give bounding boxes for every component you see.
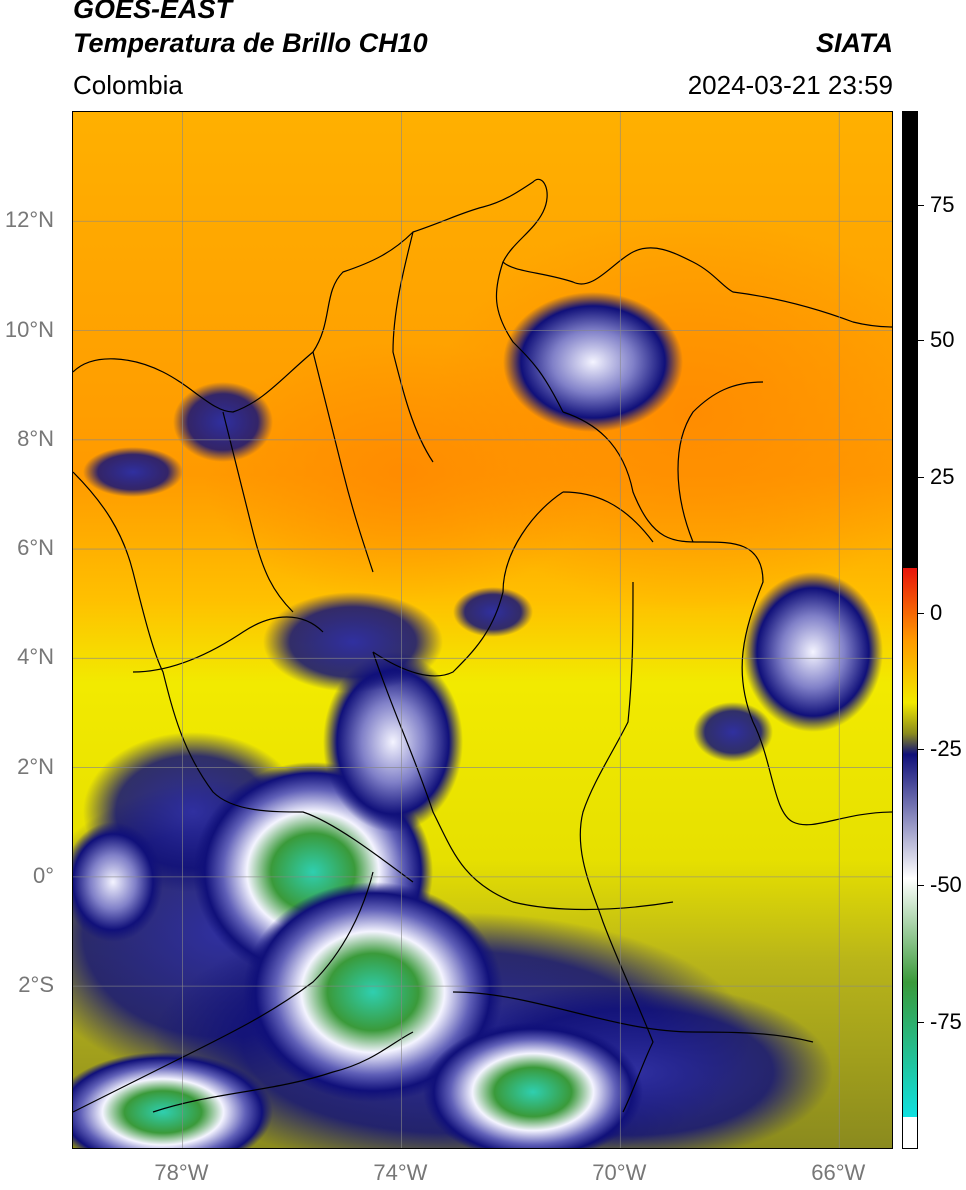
longitude-label: 66°W xyxy=(811,1160,866,1185)
longitude-label: 78°W xyxy=(154,1160,209,1185)
latitude-label: 2°S xyxy=(18,972,54,998)
graticule xyxy=(73,112,892,1148)
organization-label: SIATA xyxy=(816,28,893,58)
title-line2: Temperatura de Brillo CH10 xyxy=(73,28,428,58)
colorbar xyxy=(902,111,918,1149)
warm-region xyxy=(203,342,603,602)
colorbar-tick xyxy=(918,340,924,342)
cloud-systems xyxy=(73,292,883,1148)
latitude-label: 0° xyxy=(32,862,54,888)
colorbar-tick xyxy=(918,885,924,887)
colorbar-tick xyxy=(918,205,924,207)
title-line1: GOES-EAST xyxy=(73,0,233,24)
colorbar-tick-label: 0 xyxy=(930,600,943,626)
colorbar-tick xyxy=(918,1022,924,1024)
colorbar-tick xyxy=(918,613,924,615)
longitude-label: 74°W xyxy=(373,1160,428,1185)
latitude-label: 6°N xyxy=(17,535,54,561)
colorbar-tick-label: -75 xyxy=(930,1009,962,1035)
colorbar-tick-label: -50 xyxy=(930,872,962,898)
satellite-map[interactable] xyxy=(72,111,893,1149)
latitude-label: 8°N xyxy=(17,425,54,451)
colorbar-tick xyxy=(918,749,924,751)
map-boundaries xyxy=(73,178,892,1113)
latitude-label: 12°N xyxy=(4,207,54,233)
colorbar-tick-label: -25 xyxy=(930,736,962,762)
latitude-label: 2°N xyxy=(17,753,54,779)
region-label: Colombia xyxy=(73,70,183,100)
latitude-label: 4°N xyxy=(17,644,54,670)
colorbar-tick-label: 75 xyxy=(930,192,955,218)
longitude-label: 70°W xyxy=(592,1160,647,1185)
colorbar-tick xyxy=(918,477,924,479)
timestamp: 2024-03-21 23:59 xyxy=(687,70,893,100)
colorbar-tick-label: 50 xyxy=(930,327,955,353)
latitude-label: 10°N xyxy=(4,316,54,342)
colorbar-tick-label: 25 xyxy=(930,464,955,490)
